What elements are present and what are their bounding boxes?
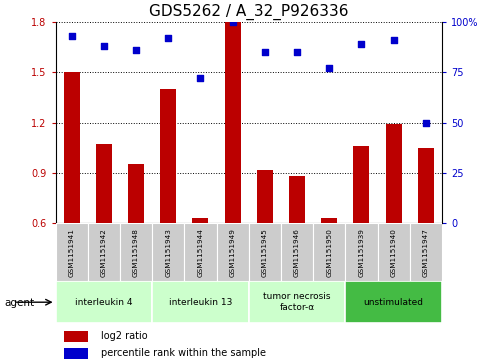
Bar xyxy=(64,348,88,359)
Point xyxy=(261,49,269,55)
Bar xyxy=(281,223,313,281)
Text: log2 ratio: log2 ratio xyxy=(101,331,147,341)
Text: GSM1151947: GSM1151947 xyxy=(423,228,429,277)
Bar xyxy=(185,223,216,281)
Bar xyxy=(152,223,185,281)
Text: GSM1151943: GSM1151943 xyxy=(165,228,171,277)
Point xyxy=(229,19,237,25)
Text: GSM1151944: GSM1151944 xyxy=(198,228,203,277)
Text: GSM1151940: GSM1151940 xyxy=(391,228,397,277)
Bar xyxy=(225,22,241,223)
Bar xyxy=(64,331,88,342)
Point xyxy=(132,47,140,53)
Point xyxy=(68,33,75,39)
Bar xyxy=(56,281,152,323)
Bar xyxy=(192,218,209,223)
Text: unstimulated: unstimulated xyxy=(364,298,424,307)
Text: GSM1151939: GSM1151939 xyxy=(358,228,365,277)
Point xyxy=(293,49,301,55)
Text: interleukin 4: interleukin 4 xyxy=(75,298,133,307)
Bar xyxy=(56,223,88,281)
Point xyxy=(357,41,365,47)
Bar xyxy=(216,223,249,281)
Bar xyxy=(321,218,337,223)
Bar xyxy=(418,148,434,223)
Bar xyxy=(88,223,120,281)
Point xyxy=(390,37,398,43)
Point xyxy=(100,43,108,49)
Point xyxy=(197,75,204,81)
Bar xyxy=(378,223,410,281)
Title: GDS5262 / A_32_P926336: GDS5262 / A_32_P926336 xyxy=(149,4,349,20)
Point xyxy=(422,119,430,125)
Bar xyxy=(313,223,345,281)
Text: percentile rank within the sample: percentile rank within the sample xyxy=(101,348,266,359)
Bar xyxy=(249,281,345,323)
Text: interleukin 13: interleukin 13 xyxy=(169,298,232,307)
Point xyxy=(164,35,172,41)
Text: GSM1151949: GSM1151949 xyxy=(229,228,236,277)
Bar xyxy=(289,176,305,223)
Bar xyxy=(385,124,402,223)
Bar xyxy=(345,281,442,323)
Bar xyxy=(120,223,152,281)
Bar xyxy=(96,144,112,223)
Text: GSM1151948: GSM1151948 xyxy=(133,228,139,277)
Bar xyxy=(257,170,273,223)
Point xyxy=(326,65,333,71)
Bar xyxy=(249,223,281,281)
Bar xyxy=(345,223,378,281)
Text: GSM1151946: GSM1151946 xyxy=(294,228,300,277)
Bar xyxy=(128,164,144,223)
Text: GSM1151950: GSM1151950 xyxy=(326,228,332,277)
Text: GSM1151941: GSM1151941 xyxy=(69,228,75,277)
Bar xyxy=(152,281,249,323)
Text: GSM1151945: GSM1151945 xyxy=(262,228,268,277)
Bar xyxy=(64,72,80,223)
Text: GSM1151942: GSM1151942 xyxy=(101,228,107,277)
Text: agent: agent xyxy=(5,298,35,308)
Bar xyxy=(160,89,176,223)
Bar xyxy=(354,146,369,223)
Bar xyxy=(410,223,442,281)
Text: tumor necrosis
factor-α: tumor necrosis factor-α xyxy=(263,293,331,312)
